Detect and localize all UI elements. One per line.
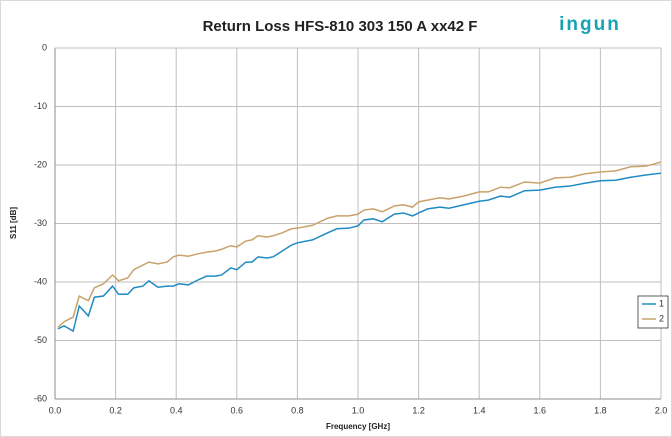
y-tick-label: -10 xyxy=(34,101,47,111)
x-tick-label: 1.4 xyxy=(473,405,486,415)
y-tick-label: -30 xyxy=(34,218,47,228)
y-tick-label: -40 xyxy=(34,276,47,286)
x-tick-label: 1.0 xyxy=(352,405,365,415)
x-tick-label: 1.8 xyxy=(594,405,607,415)
x-tick-label: 0.4 xyxy=(170,405,183,415)
legend-label: 2 xyxy=(659,313,664,323)
x-tick-label: 0.2 xyxy=(109,405,122,415)
x-tick-label: 0.6 xyxy=(231,405,244,415)
chart-title: Return Loss HFS-810 303 150 A xx42 F xyxy=(203,18,478,35)
y-tick-label: -60 xyxy=(34,393,47,403)
x-tick-label: 1.2 xyxy=(412,405,425,415)
y-axis-label: S11 [dB] xyxy=(9,207,18,239)
y-tick-label: -20 xyxy=(34,159,47,169)
x-axis-label: Frequency [GHz] xyxy=(326,422,390,431)
series-line xyxy=(57,161,662,328)
x-tick-label: 2.0 xyxy=(655,405,668,415)
x-tick-label: 1.6 xyxy=(534,405,547,415)
y-tick-label: 0 xyxy=(42,42,47,52)
logo: ingun xyxy=(559,14,621,35)
y-tick-label: -50 xyxy=(34,335,47,345)
x-tick-label: 0.8 xyxy=(291,405,304,415)
x-tick-label: 0.0 xyxy=(49,405,62,415)
series-line xyxy=(57,172,662,333)
legend-box xyxy=(637,295,669,329)
legend-label: 1 xyxy=(659,298,664,308)
